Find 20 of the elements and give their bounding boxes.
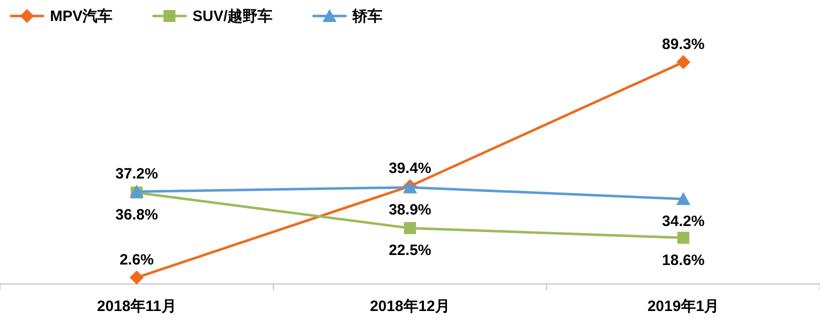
x-tick-label: 2018年12月 [370, 298, 450, 315]
data-label: 37.2% [115, 166, 158, 183]
point [677, 232, 690, 244]
data-label: 22.5% [388, 242, 432, 260]
legend-label: SUV/越野车 [192, 7, 273, 25]
legend-label: 轿车 [352, 7, 383, 25]
data-label: 38.9% [388, 201, 432, 218]
point [676, 192, 690, 206]
x-tick-label: 2019年1月 [647, 298, 720, 315]
data-label: 39.4% [388, 160, 432, 178]
point [676, 55, 690, 70]
data-label: 18.6% [662, 252, 705, 269]
data-label: 2.6% [120, 252, 154, 269]
data-label: 89.3% [662, 36, 705, 54]
point [130, 270, 144, 285]
legend-label: MPV汽车 [50, 7, 113, 25]
data-label: 34.2% [662, 213, 705, 230]
point [404, 222, 416, 234]
data-label: 36.8% [115, 206, 158, 224]
x-tick-label: 2018年11月 [97, 298, 176, 315]
